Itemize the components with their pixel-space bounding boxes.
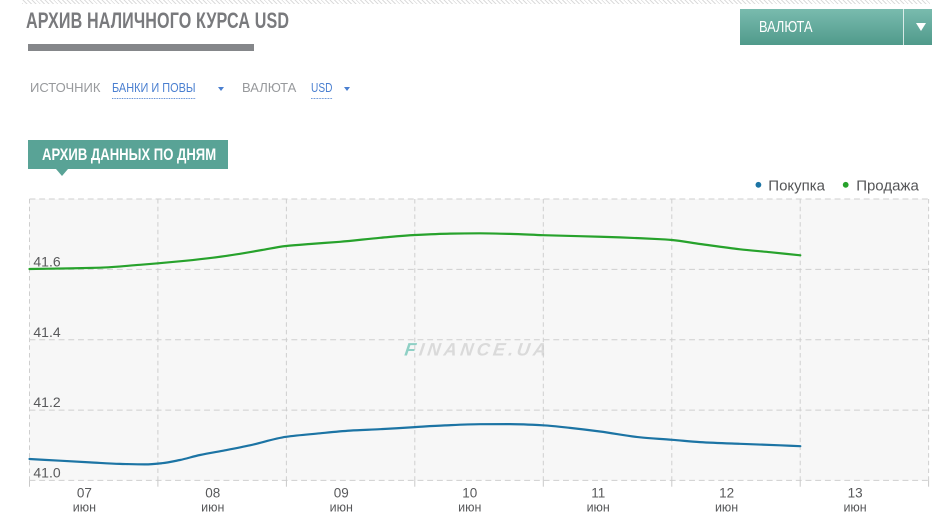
svg-text:12: 12: [719, 486, 734, 501]
svg-text:07: 07: [77, 486, 92, 501]
svg-text:10: 10: [462, 486, 477, 501]
svg-text:13: 13: [848, 486, 863, 501]
svg-text:41.4: 41.4: [33, 324, 60, 340]
svg-text:июн: июн: [843, 500, 866, 514]
svg-text:июн: июн: [73, 500, 96, 514]
svg-text:09: 09: [334, 486, 349, 501]
svg-text:41.2: 41.2: [33, 394, 60, 410]
svg-text:41.6: 41.6: [33, 254, 60, 270]
svg-text:июн: июн: [330, 500, 353, 514]
svg-text:июн: июн: [715, 500, 738, 514]
svg-text:FINANCE.UA: FINANCE.UA: [403, 340, 551, 360]
svg-text:июн: июн: [458, 500, 481, 514]
svg-text:июн: июн: [201, 500, 224, 514]
svg-text:41.0: 41.0: [33, 465, 60, 481]
svg-text:11: 11: [591, 486, 605, 501]
svg-text:Продажа: Продажа: [856, 177, 919, 194]
svg-text:08: 08: [205, 486, 220, 501]
svg-text:июн: июн: [587, 500, 610, 514]
svg-text:Покупка: Покупка: [768, 177, 825, 194]
